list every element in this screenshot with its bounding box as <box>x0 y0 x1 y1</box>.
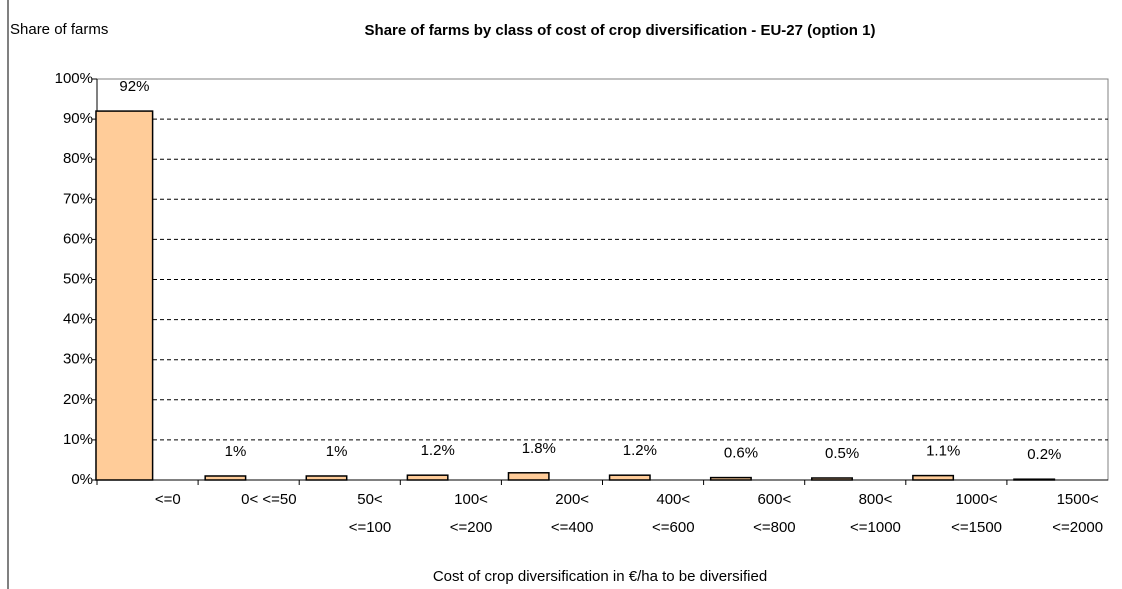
bar <box>406 474 449 481</box>
data-label: 0.2% <box>1027 446 1061 463</box>
bar <box>709 476 752 481</box>
y-tick-label: 70% <box>63 190 93 207</box>
data-label: 92% <box>119 78 149 95</box>
bar <box>811 477 853 481</box>
x-axis-title: Cost of crop diversification in €/ha to … <box>433 568 767 585</box>
x-tick-label: 1000< <box>955 491 997 508</box>
x-tick-label: <=600 <box>652 519 695 536</box>
bar <box>1013 478 1056 481</box>
x-tick-label: 1500< <box>1057 491 1099 508</box>
data-label: 0.5% <box>825 445 859 462</box>
data-label: 1.1% <box>926 443 960 460</box>
x-tick-label: <=2000 <box>1052 519 1103 536</box>
bar <box>507 472 550 481</box>
data-label: 1.2% <box>623 442 657 459</box>
chart-title: Share of farms by class of cost of crop … <box>365 22 876 39</box>
x-tick-label: <=1000 <box>850 519 901 536</box>
data-label: 1.8% <box>522 440 556 457</box>
x-tick-label: <=400 <box>551 519 594 536</box>
data-label: 0.6% <box>724 445 758 462</box>
y-tick-label: 0% <box>71 471 93 488</box>
bar <box>204 475 247 481</box>
data-label: 1% <box>225 443 247 460</box>
x-tick-label: 200< <box>555 491 589 508</box>
y-axis-title: Share of farms <box>10 21 108 38</box>
y-tick-label: 30% <box>63 351 93 368</box>
x-tick-label: 400< <box>656 491 690 508</box>
x-tick-label: <=1500 <box>951 519 1002 536</box>
data-label: 1.2% <box>421 442 455 459</box>
x-tick-label: 100< <box>454 491 488 508</box>
y-tick-label: 50% <box>63 270 93 287</box>
x-tick-label: 600< <box>757 491 791 508</box>
y-tick-label: 20% <box>63 391 93 408</box>
bar <box>95 110 154 481</box>
y-tick-label: 10% <box>63 431 93 448</box>
x-tick-label: 0< <=50 <box>241 491 296 508</box>
x-tick-label: <=0 <box>155 491 181 508</box>
y-tick-label: 60% <box>63 230 93 247</box>
y-tick-label: 90% <box>63 110 93 127</box>
data-label: 1% <box>326 443 348 460</box>
x-tick-label: <=800 <box>753 519 796 536</box>
y-tick-label: 80% <box>63 150 93 167</box>
bar <box>608 474 651 481</box>
y-tick-label: 100% <box>55 70 93 87</box>
x-tick-label: 50< <box>357 491 383 508</box>
bar <box>912 474 955 481</box>
bar <box>305 475 348 481</box>
y-tick-label: 40% <box>63 311 93 328</box>
x-tick-label: <=100 <box>349 519 392 536</box>
x-tick-label: 800< <box>859 491 893 508</box>
x-tick-label: <=200 <box>450 519 493 536</box>
